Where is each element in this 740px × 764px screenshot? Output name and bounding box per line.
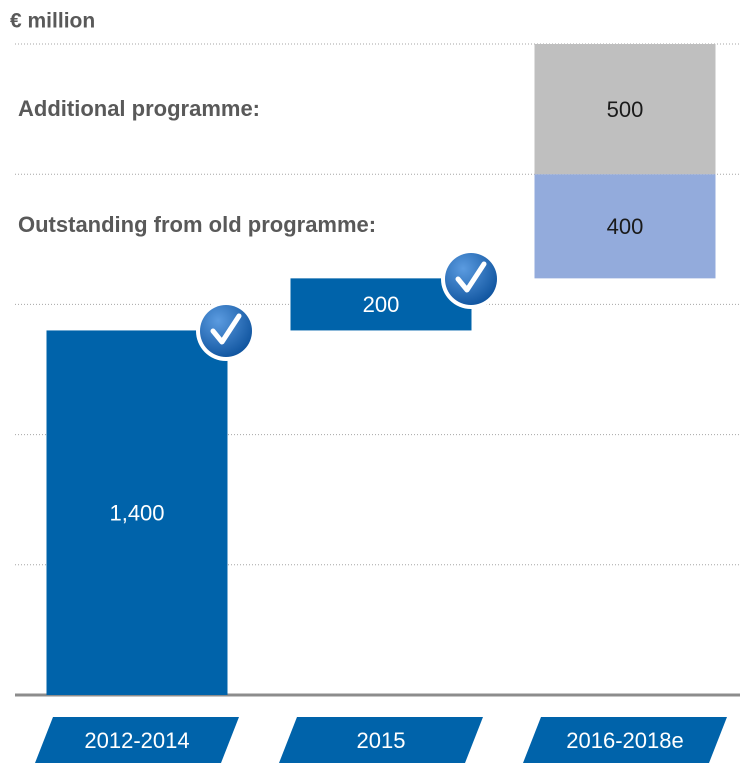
category-box: [279, 717, 483, 763]
bar: [534, 174, 716, 279]
bar: [46, 330, 228, 695]
plot: 1,400 2012-2014 200 2015 400 500 2016-2018e: [15, 43, 740, 763]
bar: [534, 44, 716, 175]
check-icon: [196, 301, 256, 361]
value-label: 1,400: [109, 501, 164, 526]
bar: [290, 278, 472, 331]
value-label: 500: [607, 97, 644, 122]
chart-title: € million: [10, 10, 95, 33]
value-label: 400: [607, 214, 644, 239]
x-tick-label: 2012-2014: [84, 728, 189, 753]
category-box: [35, 717, 239, 763]
series-label: Additional programme:: [18, 96, 260, 121]
x-tick-label: 2016-2018e: [566, 728, 683, 753]
series-label: Outstanding from old programme:: [18, 212, 376, 237]
check-icon: [441, 249, 501, 309]
value-label: 200: [363, 292, 400, 317]
category-box: [523, 717, 727, 763]
x-tick-label: 2015: [357, 728, 406, 753]
